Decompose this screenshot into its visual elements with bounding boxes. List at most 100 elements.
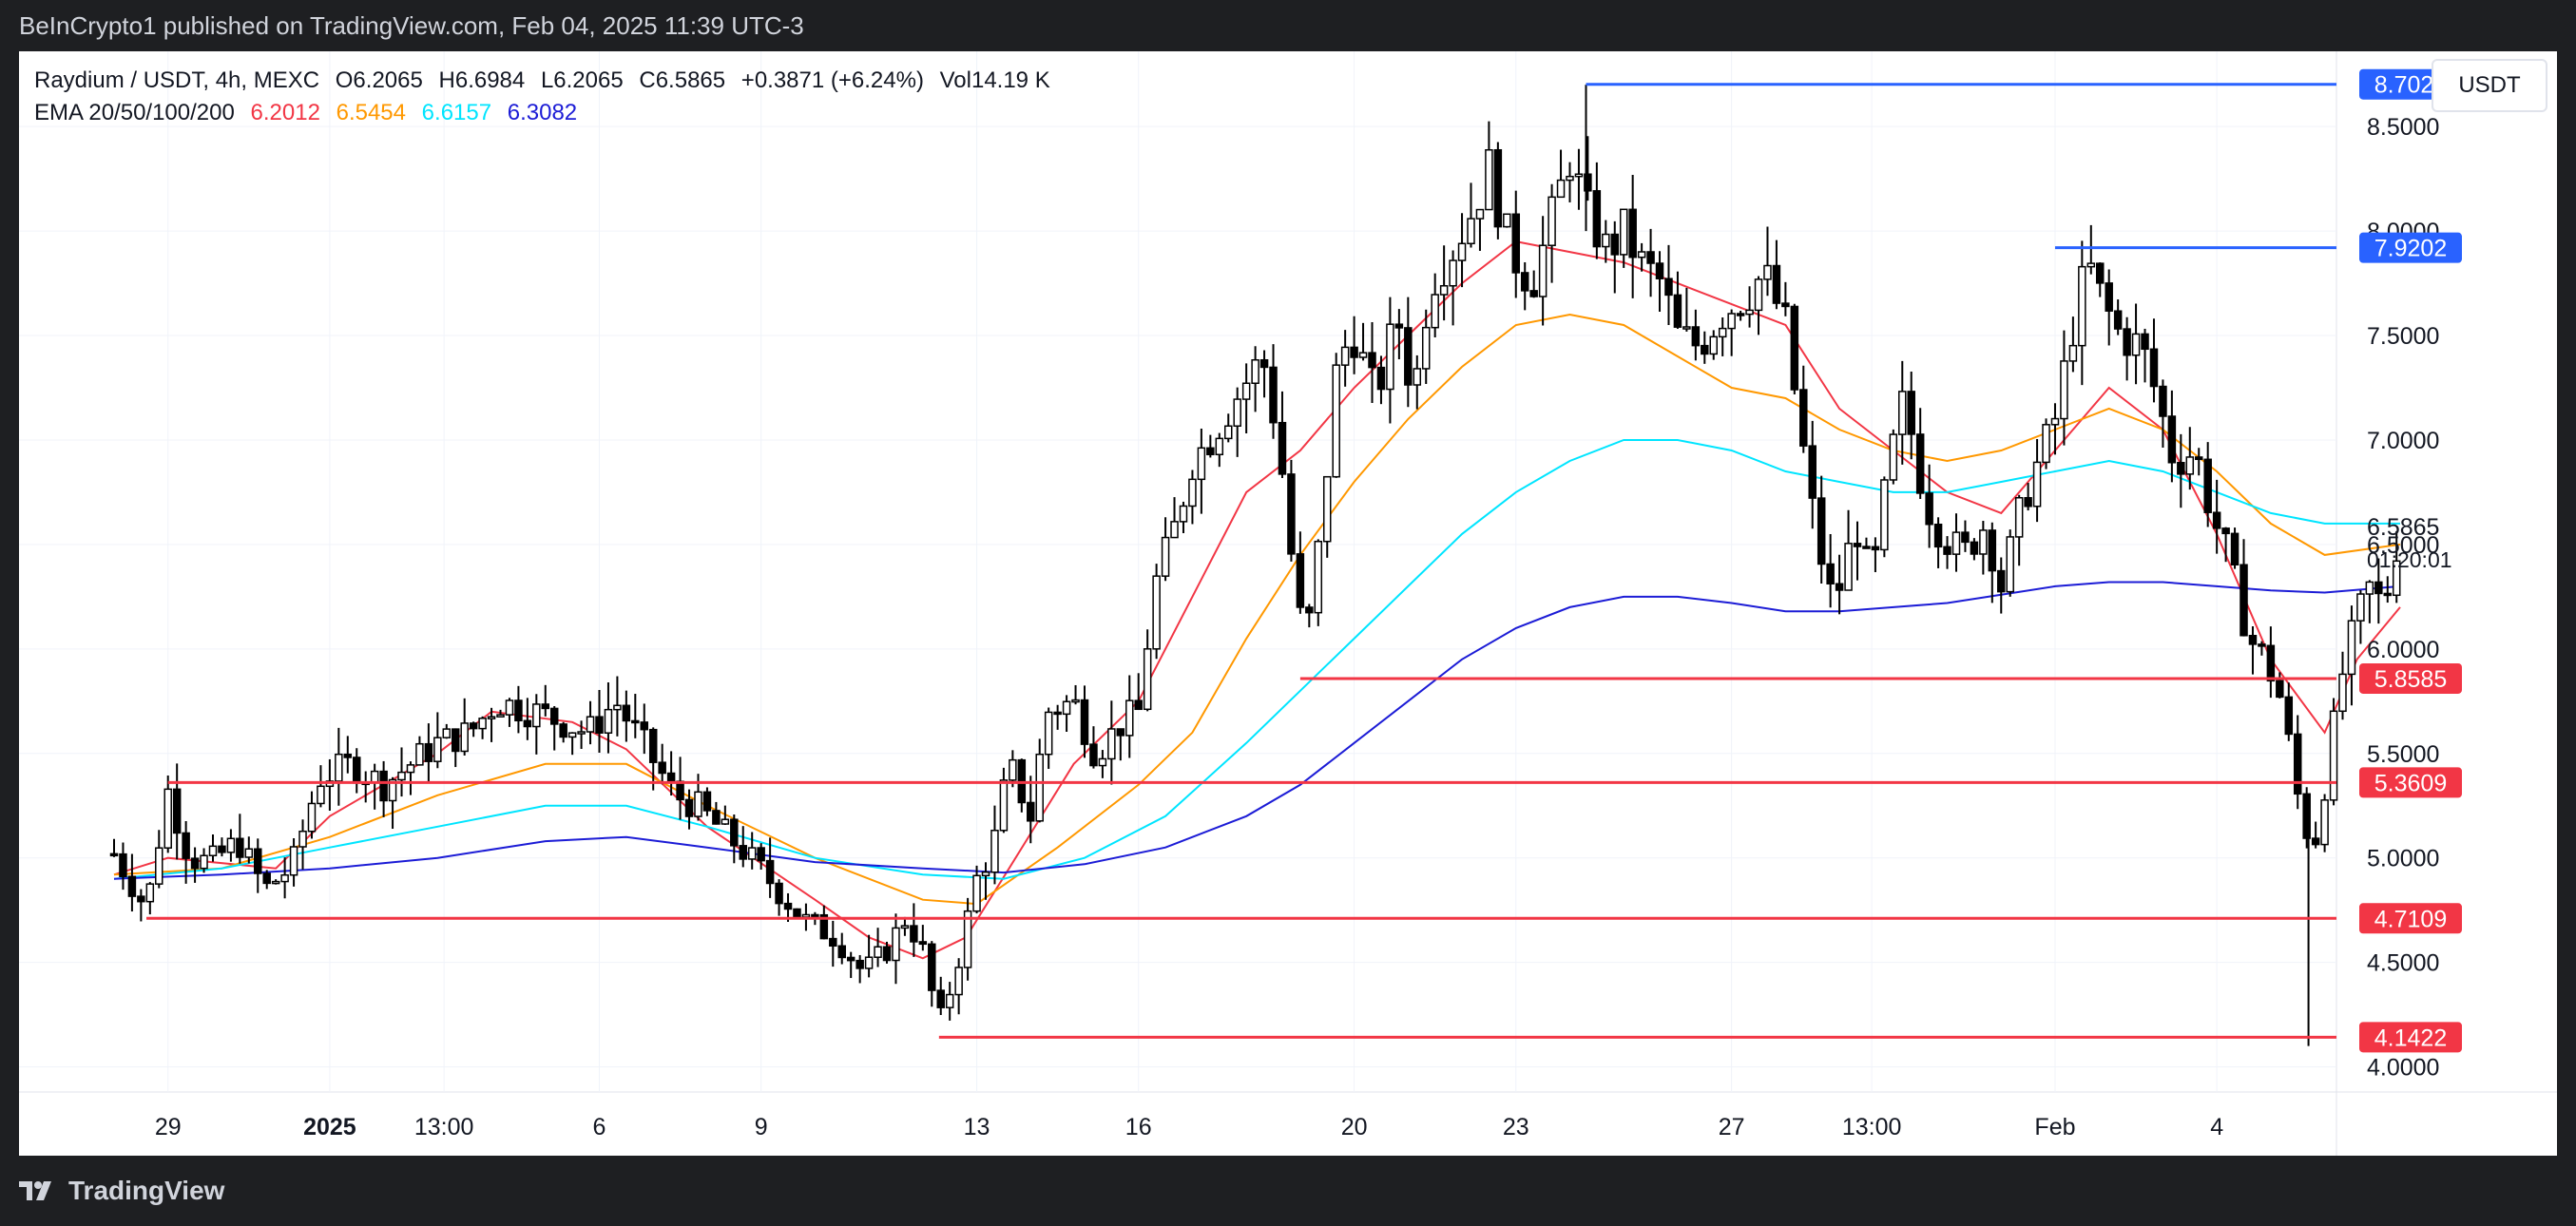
candle-down bbox=[2258, 643, 2266, 647]
candle-up bbox=[335, 753, 343, 782]
candle-down bbox=[1206, 447, 1215, 456]
candle-down bbox=[2230, 532, 2240, 565]
candle-up bbox=[460, 722, 469, 753]
candle-down bbox=[2266, 644, 2276, 682]
candle-down bbox=[182, 832, 190, 859]
candle-up bbox=[200, 854, 208, 870]
level-label-bg bbox=[2359, 1022, 2462, 1053]
candle-down bbox=[1988, 529, 1997, 572]
candle-down bbox=[702, 791, 712, 812]
candle-down bbox=[1376, 366, 1386, 391]
candle-up bbox=[1143, 648, 1152, 711]
ema-label[interactable]: EMA 20/50/100/200 bbox=[34, 100, 235, 125]
candle-up bbox=[1215, 437, 1224, 456]
candle-down bbox=[109, 852, 119, 857]
y-tick-label: 5.0000 bbox=[2367, 846, 2439, 872]
candle-up bbox=[567, 732, 577, 738]
candle-down bbox=[2383, 592, 2393, 597]
candle-down bbox=[928, 943, 936, 991]
y-tick-label: 4.0000 bbox=[2367, 1055, 2439, 1082]
y-tick-label: 7.0000 bbox=[2367, 428, 2439, 454]
candle-up bbox=[613, 704, 622, 711]
price-chart[interactable]: 8.50008.00007.50007.00006.50006.00005.50… bbox=[19, 51, 2557, 1156]
candle-up bbox=[1556, 179, 1566, 199]
candle-up bbox=[2086, 262, 2096, 268]
x-tick-label: 13:00 bbox=[1842, 1114, 1902, 1140]
candle-up bbox=[1125, 699, 1134, 737]
candle-down bbox=[2113, 310, 2123, 330]
current-price-label: 6.5865 bbox=[2367, 514, 2439, 541]
candle-down bbox=[595, 716, 604, 734]
candle-up bbox=[155, 847, 163, 885]
candle-up bbox=[1098, 757, 1107, 767]
chart-panel[interactable]: 8.5000 8.0000 7.5000 7.0000 6.5000 6.0000 5.50… bbox=[19, 51, 2557, 1156]
candle-up bbox=[496, 714, 505, 718]
candle-down bbox=[1368, 352, 1376, 369]
candle-up bbox=[1170, 521, 1179, 539]
candle-up bbox=[145, 883, 155, 903]
candle-down bbox=[676, 780, 684, 801]
ema100-value: 6.6157 bbox=[421, 100, 492, 125]
candle-down bbox=[2141, 333, 2149, 351]
candle-down bbox=[2177, 462, 2185, 475]
candle-up bbox=[963, 910, 972, 968]
tradingview-logo[interactable]: TradingView bbox=[19, 1176, 224, 1206]
y-axis[interactable]: 8.50008.00007.50007.00006.50006.00005.50… bbox=[2359, 68, 2462, 1082]
candle-up bbox=[1566, 175, 1574, 182]
candle-up bbox=[1602, 233, 1610, 248]
x-tick-label: 6 bbox=[593, 1114, 606, 1140]
candle-down bbox=[2095, 262, 2105, 284]
candle-up bbox=[442, 728, 452, 738]
candle-up bbox=[2329, 710, 2338, 801]
symbol-label[interactable]: Raydium / USDT, 4h, MEXC bbox=[34, 67, 320, 93]
candle-up bbox=[289, 846, 298, 876]
candle-down bbox=[1259, 358, 1269, 369]
candle-up bbox=[487, 716, 496, 719]
candle-up bbox=[1889, 433, 1898, 481]
candle-up bbox=[163, 788, 172, 849]
candle-up bbox=[981, 871, 990, 877]
candle-down bbox=[262, 872, 271, 885]
candle-up bbox=[2185, 456, 2195, 475]
candle-up bbox=[1745, 309, 1754, 316]
candle-down bbox=[1278, 421, 1287, 475]
candle-down bbox=[1089, 743, 1098, 767]
candle-up bbox=[415, 742, 424, 766]
brand-name: TradingView bbox=[68, 1176, 225, 1205]
candle-down bbox=[1808, 445, 1817, 499]
candle-up bbox=[1574, 173, 1584, 178]
candle-up bbox=[1682, 326, 1691, 330]
candle-down bbox=[765, 859, 775, 885]
candle-up bbox=[1062, 700, 1071, 716]
candle-up bbox=[433, 737, 442, 762]
legend-ohlc-row: Raydium / USDT, 4h, MEXC O6.2065 H6.6984… bbox=[34, 65, 1060, 97]
currency-button[interactable]: USDT bbox=[2432, 59, 2547, 112]
candle-up bbox=[1188, 478, 1197, 508]
x-axis[interactable]: 29 2025 13:00 6 9 13 16 20 23 27 13:00 Feb 4 bbox=[155, 1114, 2223, 1140]
candle-up bbox=[1763, 264, 1772, 280]
candle-down bbox=[1835, 583, 1844, 591]
candle-up bbox=[1340, 346, 1350, 366]
close-value: C6.5865 bbox=[639, 67, 726, 93]
level-label-bg bbox=[2359, 232, 2462, 263]
candle-down bbox=[190, 857, 200, 870]
candle-down bbox=[666, 772, 676, 782]
candle-down bbox=[648, 728, 658, 763]
tradingview-logo-icon bbox=[19, 1181, 51, 1200]
high-value: H6.6984 bbox=[438, 67, 526, 93]
candle-down bbox=[514, 699, 523, 722]
candle-up bbox=[1718, 327, 1727, 338]
candle-down bbox=[1691, 326, 1701, 347]
x-tick-label: 13:00 bbox=[414, 1114, 474, 1140]
x-tick-label: 16 bbox=[1125, 1114, 1152, 1140]
candle-up bbox=[694, 791, 702, 817]
x-tick-label: 13 bbox=[964, 1114, 990, 1140]
candle-up bbox=[2392, 560, 2401, 597]
candle-up bbox=[406, 764, 415, 774]
candle-down bbox=[559, 723, 567, 738]
grid bbox=[19, 51, 2557, 1156]
ema50-value: 6.5454 bbox=[336, 100, 406, 125]
candle-down bbox=[829, 937, 837, 948]
candle-up bbox=[721, 818, 730, 825]
candle-down bbox=[2302, 793, 2311, 839]
